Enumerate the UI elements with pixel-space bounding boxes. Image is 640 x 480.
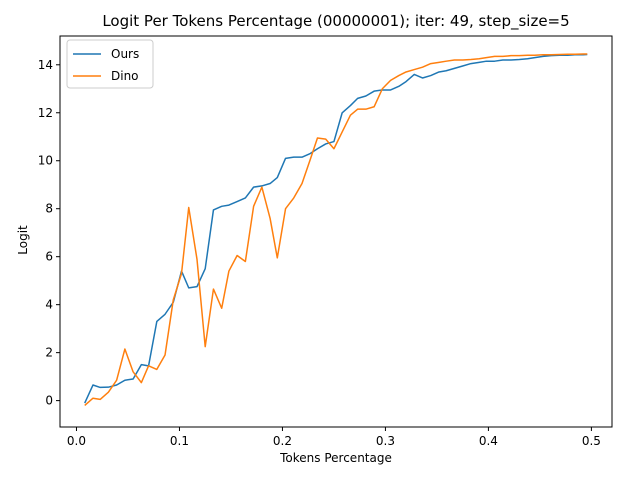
legend-label-dino: Dino xyxy=(111,69,139,83)
x-tick-label: 0.3 xyxy=(376,434,395,448)
x-axis-ticks: 0.0 0.1 0.2 0.3 0.4 0.5 xyxy=(67,427,601,448)
x-tick-label: 0.4 xyxy=(479,434,498,448)
y-tick-label: 10 xyxy=(38,154,53,168)
y-tick-label: 14 xyxy=(38,58,53,72)
x-tick-label: 0.2 xyxy=(273,434,292,448)
y-tick-label: 4 xyxy=(45,298,53,312)
y-tick-label: 6 xyxy=(45,250,53,264)
x-tick-label: 0.5 xyxy=(582,434,601,448)
series-line-dino xyxy=(84,53,588,406)
series-line-ours xyxy=(84,53,588,404)
axes-frame xyxy=(59,35,613,428)
y-tick-label: 0 xyxy=(45,394,53,408)
x-tick-label: 0.1 xyxy=(170,434,189,448)
y-tick-label: 12 xyxy=(38,106,53,120)
x-axis-label: Tokens Percentage xyxy=(279,451,392,465)
y-tick-label: 8 xyxy=(45,202,53,216)
y-tick-label: 2 xyxy=(45,346,53,360)
legend-box xyxy=(66,39,154,89)
y-axis-ticks: 0 2 4 6 8 10 12 14 xyxy=(38,58,60,408)
legend: Ours Dino xyxy=(66,39,154,89)
legend-label-ours: Ours xyxy=(111,47,139,61)
plot-area xyxy=(84,53,588,406)
chart-title: Logit Per Tokens Percentage (00000001); … xyxy=(102,12,569,31)
y-axis-label: Logit xyxy=(16,225,30,255)
x-tick-label: 0.0 xyxy=(67,434,86,448)
